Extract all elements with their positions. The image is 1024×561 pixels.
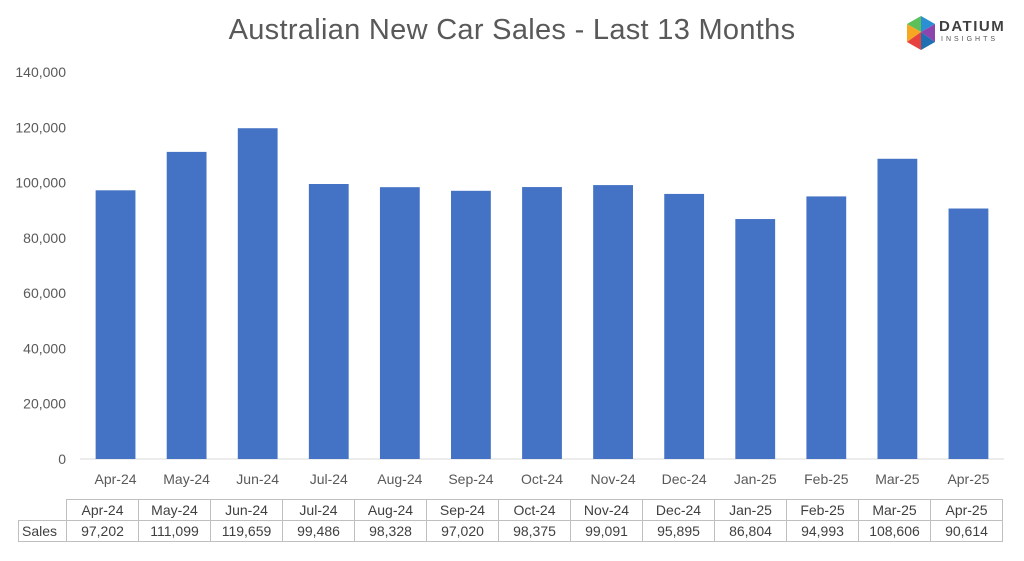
y-tick-label: 140,000 — [15, 64, 66, 80]
y-tick-label: 0 — [58, 451, 66, 467]
bar-feb-25 — [806, 196, 847, 459]
y-tick-label: 20,000 — [23, 396, 66, 412]
x-tick-label: Nov-24 — [591, 471, 636, 487]
data-table-value-cell: 98,375 — [498, 520, 571, 542]
bar-apr-24 — [95, 190, 136, 459]
bar-chart: 0 20,000 40,000 60,000 80,000 100,000 120,000 1… — [15, 64, 1004, 487]
x-tick-label: Aug-24 — [377, 471, 422, 487]
x-tick-label: Oct-24 — [521, 471, 563, 487]
data-table-header-cell: Apr-25 — [930, 499, 1003, 521]
bar-jun-24 — [237, 128, 278, 459]
data-table-header-cell: Nov-24 — [570, 499, 643, 521]
bar-sep-24 — [451, 190, 491, 459]
x-tick-label: Mar-25 — [875, 471, 920, 487]
data-table-value-cell: 86,804 — [714, 520, 787, 542]
data-table-header-cell: Oct-24 — [498, 499, 571, 521]
x-axis-labels: Apr-24 May-24 Jun-24 Jul-24 Aug-24 Sep-24 Oct-… — [95, 471, 990, 487]
bar-jul-24 — [308, 183, 349, 460]
bar-aug-24 — [379, 187, 420, 460]
data-table-value-cell: 94,993 — [786, 520, 859, 542]
data-table-value-cell: 108,606 — [858, 520, 931, 542]
y-tick-label: 60,000 — [23, 285, 66, 301]
bar-oct-24 — [522, 187, 562, 459]
x-tick-label: Dec-24 — [662, 471, 707, 487]
data-table-value-cell: 119,659 — [210, 520, 283, 542]
data-table-value-cell: 97,202 — [66, 520, 139, 542]
logo-name: DATIUM — [939, 18, 1006, 35]
data-table-header-cell: May-24 — [138, 499, 211, 521]
bars — [95, 128, 989, 460]
data-table-header-cell: Jun-24 — [210, 499, 283, 521]
data-table-header-row: Apr-24 May-24 Jun-24 Jul-24 Aug-24 Sep-24 Oct-… — [18, 499, 1003, 521]
x-tick-label: Jul-24 — [310, 471, 348, 487]
x-tick-label: Apr-25 — [947, 471, 989, 487]
data-table-header-cell: Dec-24 — [642, 499, 715, 521]
data-table-header-cell: Jul-24 — [282, 499, 355, 521]
data-table-corner — [18, 499, 67, 521]
x-tick-label: Feb-25 — [804, 471, 849, 487]
data-table-value-cell: 97,020 — [426, 520, 499, 542]
bar-may-24 — [166, 151, 207, 459]
x-tick-label: Jan-25 — [734, 471, 777, 487]
bar-jan-25 — [735, 219, 776, 459]
x-tick-label: Apr-24 — [95, 471, 137, 487]
bar-mar-25 — [877, 158, 918, 459]
data-table-header-cell: Sep-24 — [426, 499, 499, 521]
chart-title: Australian New Car Sales - Last 13 Month… — [228, 14, 796, 46]
data-table-value-cell: 98,328 — [354, 520, 427, 542]
data-table-row-label: Sales — [18, 520, 67, 542]
y-axis: 0 20,000 40,000 60,000 80,000 100,000 120,000 1… — [15, 64, 66, 467]
data-table-header-cell: Feb-25 — [786, 499, 859, 521]
bar-nov-24 — [593, 185, 633, 459]
y-tick-label: 120,000 — [15, 119, 66, 135]
bar-dec-24 — [664, 193, 705, 459]
data-table-value-cell: 90,614 — [930, 520, 1003, 542]
data-table-header-cell: Apr-24 — [66, 499, 139, 521]
datium-logo-icon — [907, 16, 935, 50]
x-tick-label: May-24 — [163, 471, 210, 487]
data-table-value-cell: 99,091 — [570, 520, 643, 542]
datium-logo: DATIUM INSIGHTS — [905, 14, 1015, 54]
x-tick-label: Sep-24 — [448, 471, 493, 487]
data-table-value-cell: 111,099 — [138, 520, 211, 542]
data-table-value-cell: 95,895 — [642, 520, 715, 542]
y-tick-label: 100,000 — [15, 175, 66, 191]
data-table-header-cell: Mar-25 — [858, 499, 931, 521]
data-table-sales-row: Sales 97,202 111,099 119,659 99,486 98,328 97… — [18, 520, 1003, 542]
data-table: Apr-24 May-24 Jun-24 Jul-24 Aug-24 Sep-24 Oct-… — [18, 499, 1003, 542]
data-table-header-cell: Jan-25 — [714, 499, 787, 521]
x-tick-label: Jun-24 — [236, 471, 279, 487]
y-tick-label: 40,000 — [23, 340, 66, 356]
data-table-value-cell: 99,486 — [282, 520, 355, 542]
logo-tagline: INSIGHTS — [941, 36, 999, 43]
bar-apr-25 — [948, 208, 989, 459]
y-tick-label: 80,000 — [23, 230, 66, 246]
data-table-header-cell: Aug-24 — [354, 499, 427, 521]
